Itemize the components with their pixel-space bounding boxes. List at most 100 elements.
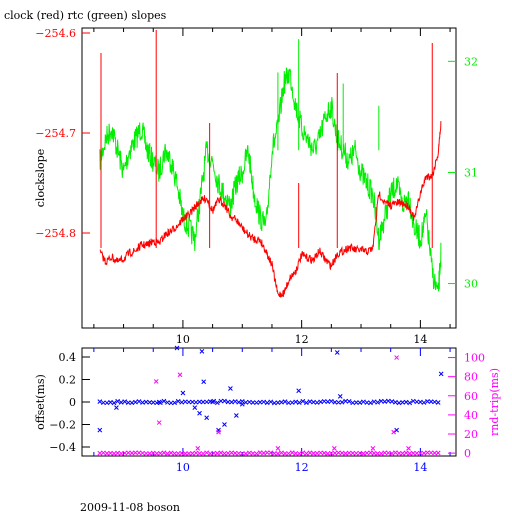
offset-point [250,400,256,405]
roundtrip-point [418,450,423,456]
offset-outlier [210,399,215,405]
plot-frame [81,27,457,329]
roundtrip-point [143,451,149,456]
offset-point [282,399,288,404]
roundtrip-point [111,451,117,456]
offset-point [314,400,320,405]
offset-point [104,400,110,406]
roundtrip-outlier [394,355,399,360]
offset-outlier [156,399,162,405]
offset-point [325,399,331,405]
offset-point [321,398,327,404]
roundtrip-point [296,451,302,456]
roundtrip-point [172,451,177,456]
roundtrip-point [396,450,402,456]
offset-point [232,399,238,404]
series-rtc [99,67,442,292]
y2-tick-label: 40 [464,409,478,422]
slopes-plot: 10 12 14 −254.6 −254.7 −254.8 30 31 32 clockslope [34,27,478,346]
offset-point [172,400,177,406]
roundtrip-point [286,451,291,456]
offset-point [385,398,391,404]
offset-point [165,400,170,405]
offset-point [225,399,231,405]
offset-outlier [180,390,186,396]
roundtrip-point [165,451,170,456]
roundtrip-point [275,451,281,456]
roundtrip-point [243,451,249,456]
roundtrip-point [289,450,295,456]
roundtrip-point [101,450,106,456]
offset-point [389,399,395,404]
roundtrip-point [361,451,366,456]
offset-point [179,399,185,405]
y-tick-label: 0 [69,396,76,409]
roundtrip-point [268,450,274,456]
roundtrip-point [432,450,437,456]
roundtrip-point [368,450,373,456]
roundtrip-point [304,451,309,456]
offset-outlier [337,394,343,399]
offset-point [332,399,338,405]
offset-point [378,398,384,404]
roundtrip-point [403,450,409,456]
offset-point [407,400,413,406]
roundtrip-point [389,451,395,456]
offset-point [214,400,220,406]
roundtrip-outlier [391,429,397,435]
offset-point [161,398,167,404]
roundtrip-point [279,450,284,456]
x-tick-label: 10 [176,333,190,346]
y2-axis-label: rnd-trip(ms) [488,368,501,436]
offset-point [296,400,302,405]
offset-point [204,399,210,405]
offset-outlier [394,427,399,433]
roundtrip-point [150,450,156,456]
offset-point [403,399,409,405]
offset-point [375,400,380,405]
roundtrip-point [375,451,380,456]
offset-outlier [174,345,180,351]
roundtrip-point [133,450,138,456]
offset-point [101,400,106,406]
chart-title: clock (red) rtc (green) slopes [4,9,167,22]
offset-point [293,399,299,405]
offset-outlier [197,410,202,416]
y-tick-label: 0.4 [59,351,77,364]
offset-point [200,399,206,405]
roundtrip-point [204,450,210,456]
x-tick-label: 10 [176,461,190,474]
offset-point [186,399,192,405]
offset-outlier [192,405,198,410]
offset-point [108,399,113,405]
offset-point [168,400,174,406]
offset-point [435,400,441,405]
offset-outlier [228,386,233,391]
offset-point [97,399,103,404]
roundtrip-point [236,450,242,456]
roundtrip-point [357,450,363,456]
roundtrip-point [214,450,220,456]
x-tick-label: 14 [413,461,427,474]
offset-outlier [438,371,444,377]
offset-point [353,400,359,405]
offset-point [122,399,128,404]
offset-point [339,399,345,405]
roundtrip-point [307,450,313,456]
offset-point [410,398,416,404]
roundtrip-point [385,450,391,456]
roundtrip-point [421,450,427,456]
roundtrip-point [414,450,420,456]
y-tick-label: −254.7 [35,127,76,140]
offset-point [432,399,437,405]
y2-tick-label: 31 [464,166,478,179]
roundtrip-point [393,450,398,455]
roundtrip-point [293,451,299,456]
y2-tick-label: 20 [464,428,478,441]
offset-point [229,399,234,405]
roundtrip-point [435,450,441,456]
offset-point [136,399,142,404]
roundtrip-outlier [177,372,183,378]
y-tick-label: −0.2 [49,419,76,432]
